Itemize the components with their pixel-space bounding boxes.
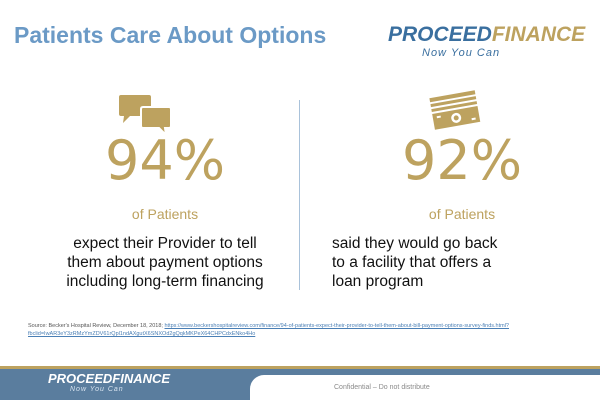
slide-title: Patients Care About Options: [14, 22, 327, 48]
logo-part-proceed: PROCEED: [388, 23, 492, 46]
chat-bubbles-icon: [119, 95, 172, 138]
footer-gold-stripe: [0, 366, 600, 369]
description-line: expect their Provider to tell: [73, 235, 257, 252]
source-link[interactable]: https://www.beckershospitalreview.com/fi…: [28, 323, 509, 337]
logo-tagline: Now You Can: [70, 386, 124, 393]
stat-label: of Patients: [131, 206, 199, 222]
footer-white-panel: [250, 375, 600, 400]
stat-description: said they would go back to a facility th…: [332, 234, 572, 291]
confidential-notice: Confidential – Do not distribute: [334, 384, 430, 391]
stat-percent: 94%: [104, 129, 226, 192]
stat-description: expect their Provider to tell them about…: [35, 234, 295, 291]
logo-tagline: Now You Can: [422, 47, 501, 59]
logo-part-finance: FINANCE: [112, 371, 171, 386]
description-line: them about payment options: [67, 254, 263, 271]
stat-label: of Patients: [428, 206, 496, 222]
logo-part-finance: FINANCE: [491, 23, 586, 46]
money-stack-icon: [429, 90, 481, 130]
description-line: loan program: [332, 273, 424, 290]
logo-part-proceed: PROCEED: [48, 371, 113, 386]
description-line: said they would go back: [332, 235, 498, 252]
description-line: including long-term financing: [66, 273, 264, 290]
proceed-finance-logo: PROCEEDFINANCE Now You Can: [388, 24, 585, 60]
column-divider: [299, 100, 300, 290]
footer-logo: PROCEEDFINANCE Now You Can: [48, 372, 170, 394]
source-citation: Source: Becker's Hospital Review, Decemb…: [28, 322, 588, 338]
footer-bar: [0, 366, 600, 400]
stat-percent: 92%: [401, 129, 523, 192]
source-prefix: Source: Becker's Hospital Review, Decemb…: [28, 323, 165, 329]
description-line: to a facility that offers a: [332, 254, 492, 271]
